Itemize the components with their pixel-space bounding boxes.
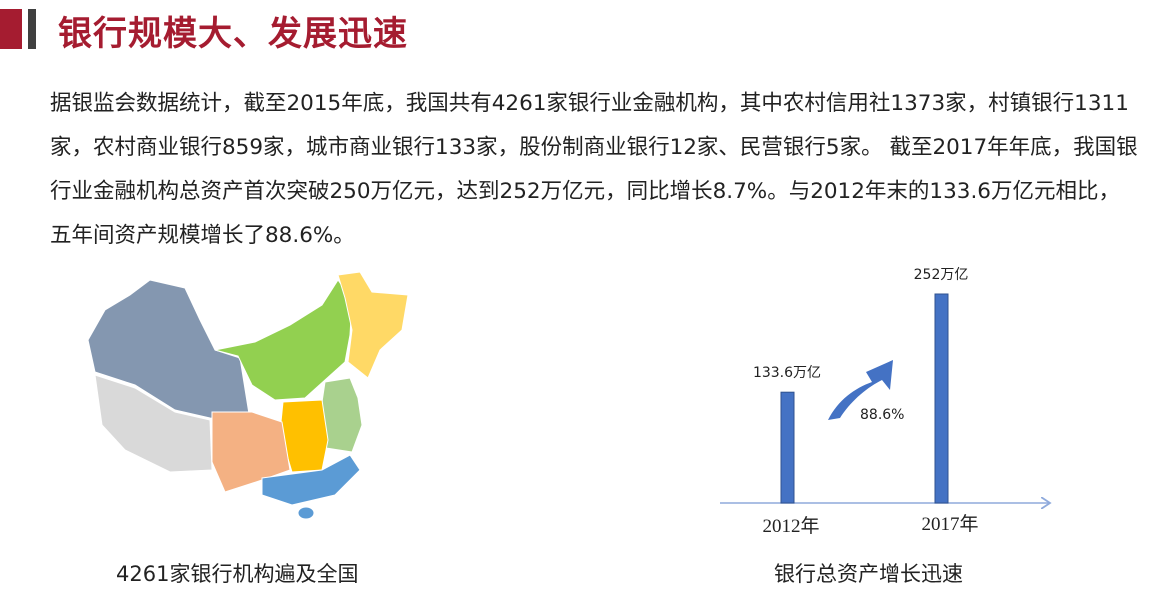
map-region-tibet <box>94 374 213 473</box>
bar-2017年 <box>934 293 949 504</box>
growth-arrow <box>828 360 893 420</box>
china-map <box>87 271 409 520</box>
data-label-2012: 133.6万亿 <box>753 365 821 381</box>
title-accent-gray <box>28 9 36 49</box>
map-region-south <box>261 454 361 506</box>
page-title: 银行规模大、发展迅速 <box>58 14 408 54</box>
map-region-northeast <box>337 271 409 379</box>
map-region-northwest <box>87 279 251 421</box>
map-region-hainan <box>297 506 315 520</box>
map-region-southwest <box>211 411 291 493</box>
growth-annotation: 88.6% <box>860 407 904 423</box>
data-label-2017: 252万亿 <box>914 267 969 283</box>
map-caption: 4261家银行机构遍及全国 <box>116 562 359 586</box>
chart-caption: 银行总资产增长迅速 <box>774 562 963 586</box>
bar-2012年 <box>780 391 795 504</box>
x-tick-2012: 2012年 <box>762 515 819 537</box>
map-region-north <box>214 279 353 401</box>
title-accent-red <box>0 9 22 49</box>
body-paragraph: 据银监会数据统计，截至2015年底，我国共有4261家银行业金融机构，其中农村信… <box>50 91 1138 248</box>
x-tick-2017: 2017年 <box>921 513 978 535</box>
